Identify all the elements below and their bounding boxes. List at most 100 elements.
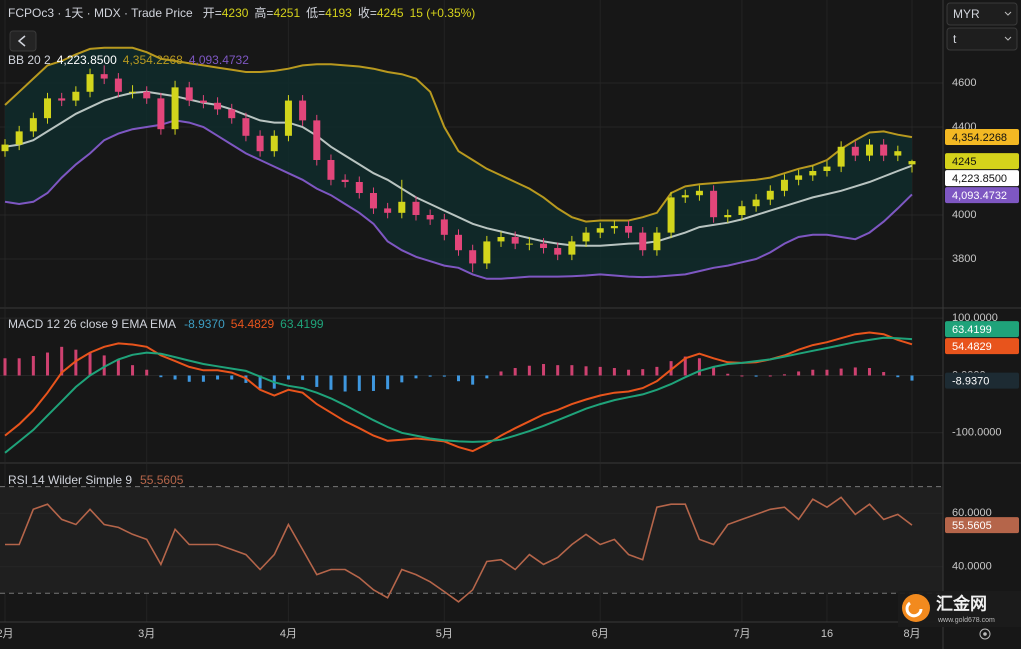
candle-body [511, 237, 519, 244]
unit-box[interactable] [946, 27, 1018, 51]
histogram-bar [584, 366, 588, 376]
candle-body [525, 243, 533, 245]
x-tick-label: 3月 [138, 628, 155, 640]
candle-body [667, 197, 675, 233]
histogram-bar [201, 375, 205, 382]
histogram-bar [740, 375, 744, 377]
settings-dot [983, 632, 987, 636]
open-label: 开= [203, 6, 222, 20]
back-button[interactable] [9, 30, 37, 52]
histogram-bar [627, 369, 631, 376]
candle-body [412, 201, 420, 216]
histogram-bar [542, 364, 546, 376]
y-tick-label: 40.0000 [952, 560, 992, 572]
candle-body [837, 146, 845, 167]
candle-body [426, 215, 434, 220]
candle-body [469, 250, 477, 264]
label-layer: 2月 3月 4月 5月 6月 7月 16 8月 BB 20 2 4,223.8500 4,354.2… [0, 5, 1019, 640]
y-tick-label: 100.0000 [952, 312, 998, 324]
logo: 汇金网 www.gold678.com [898, 591, 1021, 627]
price-tag [945, 372, 1019, 389]
x-tick-label: 4月 [280, 628, 297, 640]
histogram-bar [371, 375, 375, 391]
candle-body [72, 91, 80, 101]
candle-body [284, 100, 292, 136]
histogram-bar [797, 371, 801, 376]
histogram-bar [471, 375, 475, 385]
histogram-bar [258, 375, 262, 389]
histogram-bar [485, 375, 489, 379]
settings-icon[interactable] [979, 628, 991, 640]
x-tick-label: 2月 [0, 628, 14, 640]
histogram-bar [867, 368, 871, 376]
back-button-box[interactable] [9, 30, 37, 52]
candle-body [795, 175, 803, 180]
price-tag-label: 4,354.2268 [952, 132, 1007, 144]
candle-body [398, 201, 406, 213]
histogram-bar [570, 365, 574, 376]
candle-body [596, 228, 604, 233]
histogram-bar [839, 368, 843, 376]
price-tag [945, 187, 1019, 204]
close-label: 收= [358, 6, 377, 20]
macd-line [4, 336, 913, 454]
unit-select[interactable]: t [946, 27, 1018, 51]
candle-body [540, 243, 548, 249]
histogram-bar [74, 349, 78, 376]
candle-body [256, 135, 264, 152]
legend-value: -8.9370 [184, 317, 225, 331]
candle-body [185, 87, 193, 101]
candle-body [114, 78, 122, 92]
price-tag-label: 55.5605 [952, 520, 992, 532]
legend-value: 54.4829 [231, 317, 275, 331]
open-value: 4230 [222, 6, 249, 20]
candle-body [752, 199, 760, 207]
candle-body [86, 74, 94, 92]
candle-body [554, 248, 562, 255]
bb-line [4, 90, 913, 247]
candle-body [1, 144, 9, 152]
high-label: 高= [254, 5, 273, 20]
price-tag-label: 4,093.4732 [952, 190, 1007, 202]
histogram-bar [187, 375, 191, 382]
histogram-bar [457, 375, 460, 382]
histogram-bar [17, 358, 21, 376]
histogram-bar [811, 369, 815, 376]
candle-body [29, 118, 37, 132]
symbol: FCPOc3 · 1天 · MDX · Trade Price [8, 6, 193, 20]
candle-body [780, 179, 788, 191]
candle-body [894, 151, 902, 156]
histogram-bar [400, 375, 404, 383]
histogram-bar [683, 356, 687, 376]
low-value: 4193 [325, 6, 352, 20]
chevron [1004, 11, 1012, 16]
candle-body [440, 219, 448, 235]
histogram-bar [768, 375, 772, 377]
change: 15 (+0.35%) [410, 6, 476, 20]
currency-box[interactable] [946, 2, 1018, 26]
y-tick-label: -100.0000 [952, 427, 1002, 439]
logo-name: 汇金网 [936, 593, 987, 613]
back-icon [17, 35, 26, 47]
candle-body [129, 91, 137, 93]
price-tag [945, 321, 1019, 338]
currency-select[interactable]: MYR [946, 2, 1018, 26]
y-tick-label: 3800 [952, 253, 976, 265]
legend-value: 4,223.8500 [57, 53, 117, 67]
histogram-bar [782, 374, 786, 376]
histogram-bar [726, 373, 730, 376]
candle-body [369, 193, 377, 209]
price-tag [945, 129, 1019, 146]
candle-body [568, 241, 576, 255]
candle-body [228, 109, 236, 119]
legend: FCPOc3 · 1天 · MDX · Trade Price 开=4230 高= 4… [8, 5, 475, 20]
candle-body [809, 170, 817, 176]
candle-body [851, 146, 859, 156]
histogram-bar [46, 352, 50, 376]
settings-ring[interactable] [979, 628, 991, 640]
y-tick-label: 4600 [952, 77, 976, 89]
histogram-bar [598, 366, 602, 376]
y-tick-label: 4400 [952, 121, 976, 133]
